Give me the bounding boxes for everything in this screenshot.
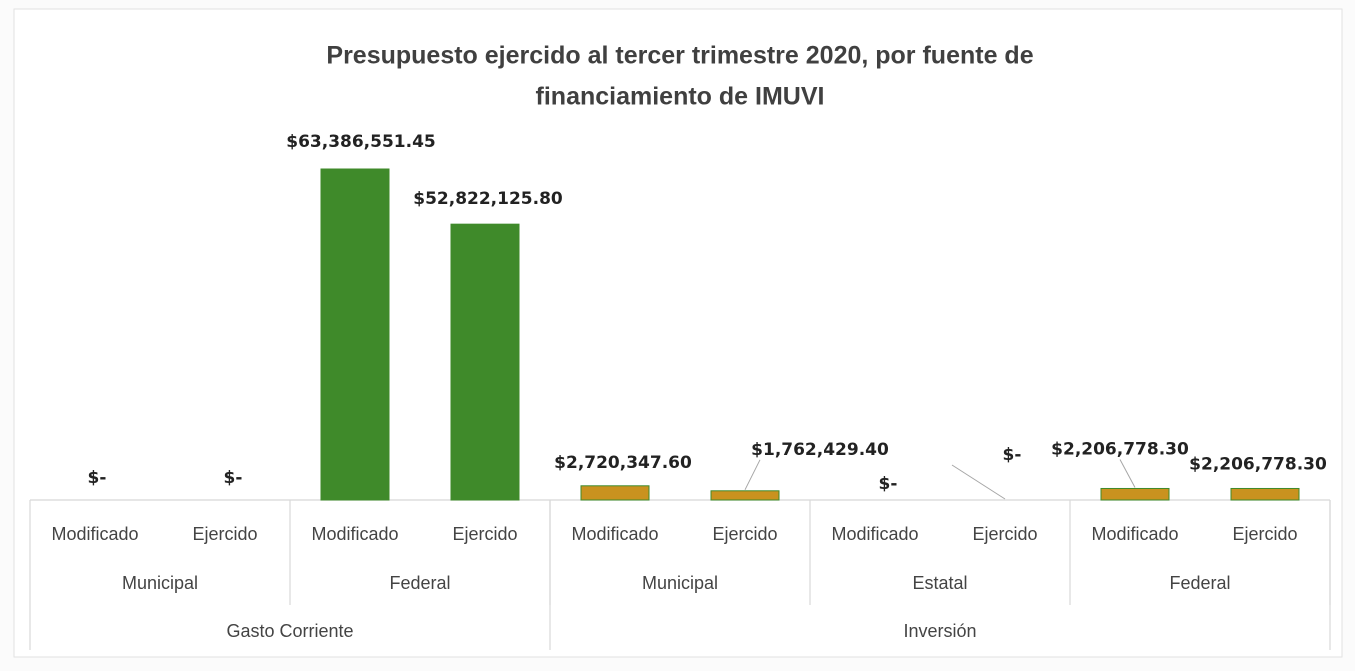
leader-line [744, 459, 761, 491]
category-label: Ejercido [452, 524, 517, 544]
value-label: $63,386,551.45 [286, 132, 436, 152]
chart-title: Presupuesto ejercido al tercer trimestre… [326, 42, 1033, 70]
value-label: $52,822,125.80 [413, 189, 563, 209]
value-label: $1,762,429.40 [751, 440, 889, 460]
chart-frame [13, 8, 1343, 658]
subgroup-label: Municipal [122, 573, 198, 593]
value-label: $- [88, 468, 107, 488]
category-label: Modificado [1091, 524, 1178, 544]
value-label: $2,720,347.60 [554, 453, 692, 473]
leader-line [951, 464, 1006, 500]
category-label: Ejercido [1232, 524, 1297, 544]
bar [1230, 487, 1300, 501]
value-label: $- [224, 468, 243, 488]
group-label: Gasto Corriente [226, 621, 353, 641]
subgroup-label: Estatal [912, 573, 967, 593]
value-label: $2,206,778.30 [1189, 454, 1327, 474]
category-label: Ejercido [972, 524, 1037, 544]
bar [710, 490, 780, 501]
subgroup-label: Federal [389, 573, 450, 593]
category-label: Modificado [571, 524, 658, 544]
chart-title: financiamiento de IMUVI [536, 83, 825, 111]
value-label: $2,206,778.30 [1051, 439, 1189, 459]
category-label: Modificado [51, 524, 138, 544]
category-label: Modificado [311, 524, 398, 544]
bar [320, 168, 390, 501]
bar [1100, 487, 1170, 501]
category-label: Ejercido [712, 524, 777, 544]
group-label: Inversión [903, 621, 976, 641]
bar [450, 223, 520, 501]
bar [580, 485, 650, 501]
leader-line [1119, 459, 1136, 488]
subgroup-label: Municipal [642, 573, 718, 593]
value-label: $- [1003, 445, 1022, 465]
category-label: Ejercido [192, 524, 257, 544]
subgroup-label: Federal [1169, 573, 1230, 593]
category-label: Modificado [831, 524, 918, 544]
value-label: $- [879, 474, 898, 494]
